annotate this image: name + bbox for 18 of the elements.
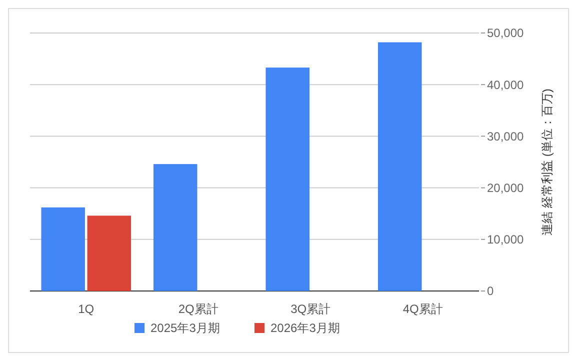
y-axis-title: 連結 経常利益 (単位：百万) (540, 88, 554, 236)
x-tick-label: 2Q累計 (178, 302, 218, 316)
bar (41, 207, 85, 291)
y-tick-label: 0 (487, 284, 494, 298)
y-tick-label: 50,000 (487, 26, 524, 40)
y-tick-label: 30,000 (487, 129, 524, 144)
y-tick-label: 40,000 (487, 78, 524, 92)
x-tick-label: 1Q (78, 302, 94, 316)
x-tick-label: 4Q累計 (402, 302, 443, 316)
x-tick-label: 3Q累計 (290, 302, 331, 316)
bar (87, 216, 132, 291)
bar (153, 164, 198, 291)
legend-label: 2026年3月期 (270, 321, 340, 336)
bar (266, 68, 310, 291)
bar (378, 42, 422, 291)
y-tick-label: 10,000 (487, 232, 524, 247)
legend-label: 2025年3月期 (150, 321, 220, 336)
y-tick-label: 20,000 (487, 181, 524, 195)
